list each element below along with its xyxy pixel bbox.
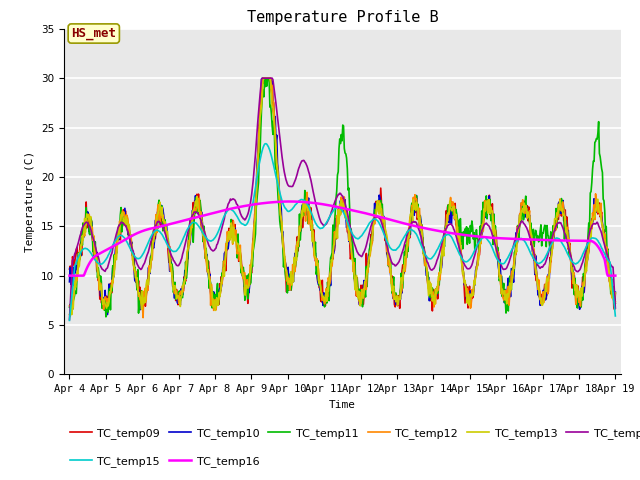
TC_temp16 <box>611 273 619 278</box>
TC_temp16 <box>216 208 223 214</box>
TC_temp09 <box>66 266 74 272</box>
TC_temp10 <box>259 75 266 81</box>
TC_temp11 <box>188 217 196 223</box>
TC_temp10 <box>410 212 418 218</box>
TC_temp16 <box>132 231 140 237</box>
Line: TC_temp10: TC_temp10 <box>70 78 615 314</box>
TC_temp09 <box>187 229 195 235</box>
TC_temp13 <box>66 312 74 317</box>
TC_temp15 <box>426 256 433 262</box>
Title: Temperature Profile B: Temperature Profile B <box>246 10 438 25</box>
TC_temp12 <box>410 206 418 212</box>
TC_temp09 <box>611 291 619 297</box>
TC_temp14 <box>187 216 195 222</box>
Line: TC_temp11: TC_temp11 <box>70 78 615 317</box>
TC_temp13 <box>410 206 418 212</box>
TC_temp12 <box>611 299 619 304</box>
TC_temp12 <box>426 280 434 286</box>
TC_temp16 <box>426 226 433 232</box>
TC_temp16 <box>66 273 74 278</box>
Line: TC_temp16: TC_temp16 <box>70 202 615 276</box>
TC_temp10 <box>104 312 111 317</box>
Text: HS_met: HS_met <box>71 27 116 40</box>
TC_temp15 <box>611 313 619 319</box>
TC_temp15 <box>132 254 140 260</box>
TC_temp14 <box>410 219 417 225</box>
Line: TC_temp15: TC_temp15 <box>70 144 615 320</box>
TC_temp11 <box>426 294 434 300</box>
TC_temp11 <box>611 300 619 306</box>
TC_temp15 <box>216 225 223 230</box>
TC_temp10 <box>76 258 83 264</box>
TC_temp11 <box>132 277 140 283</box>
TC_temp11 <box>76 254 83 260</box>
TC_temp12 <box>259 75 267 81</box>
TC_temp09 <box>260 75 268 81</box>
TC_temp09 <box>76 254 83 260</box>
TC_temp14 <box>426 264 433 270</box>
TC_temp12 <box>66 303 74 309</box>
TC_temp12 <box>188 225 196 231</box>
TC_temp10 <box>132 275 140 281</box>
Line: TC_temp09: TC_temp09 <box>70 78 615 311</box>
TC_temp13 <box>67 313 74 319</box>
TC_temp16 <box>286 199 294 204</box>
TC_temp13 <box>188 223 196 228</box>
Legend: TC_temp15, TC_temp16: TC_temp15, TC_temp16 <box>70 456 259 467</box>
TC_temp15 <box>410 228 417 234</box>
TC_temp15 <box>76 252 83 258</box>
TC_temp13 <box>259 75 267 81</box>
TC_temp14 <box>76 236 83 242</box>
TC_temp13 <box>426 291 434 297</box>
TC_temp12 <box>76 256 83 262</box>
TC_temp09 <box>429 308 436 314</box>
TC_temp14 <box>259 75 266 81</box>
TC_temp10 <box>188 222 196 228</box>
TC_temp11 <box>410 202 418 207</box>
TC_temp12 <box>140 315 147 321</box>
TC_temp09 <box>216 281 223 287</box>
TC_temp16 <box>187 216 195 222</box>
TC_temp12 <box>132 268 140 274</box>
TC_temp13 <box>76 252 84 258</box>
TC_temp10 <box>217 288 225 294</box>
Y-axis label: Temperature (C): Temperature (C) <box>26 151 35 252</box>
TC_temp14 <box>611 305 619 311</box>
TC_temp10 <box>426 292 434 298</box>
TC_temp09 <box>132 268 140 274</box>
TC_temp09 <box>426 289 433 295</box>
TC_temp15 <box>66 317 74 323</box>
Line: TC_temp12: TC_temp12 <box>70 78 615 318</box>
TC_temp16 <box>76 273 83 278</box>
TC_temp11 <box>102 314 109 320</box>
TC_temp11 <box>66 304 74 310</box>
TC_temp15 <box>262 141 270 146</box>
TC_temp13 <box>132 275 140 281</box>
TC_temp10 <box>611 289 619 295</box>
TC_temp11 <box>217 287 225 293</box>
TC_temp13 <box>611 290 619 296</box>
TC_temp11 <box>264 75 272 81</box>
TC_temp14 <box>66 317 74 323</box>
TC_temp10 <box>66 279 74 285</box>
TC_temp14 <box>132 256 140 262</box>
TC_temp12 <box>217 290 225 296</box>
TC_temp15 <box>187 221 195 227</box>
TC_temp16 <box>410 223 417 228</box>
TC_temp13 <box>217 287 225 293</box>
Line: TC_temp13: TC_temp13 <box>70 78 615 316</box>
Line: TC_temp14: TC_temp14 <box>70 78 615 320</box>
TC_temp09 <box>410 209 417 215</box>
X-axis label: Time: Time <box>329 400 356 409</box>
TC_temp14 <box>216 233 223 239</box>
